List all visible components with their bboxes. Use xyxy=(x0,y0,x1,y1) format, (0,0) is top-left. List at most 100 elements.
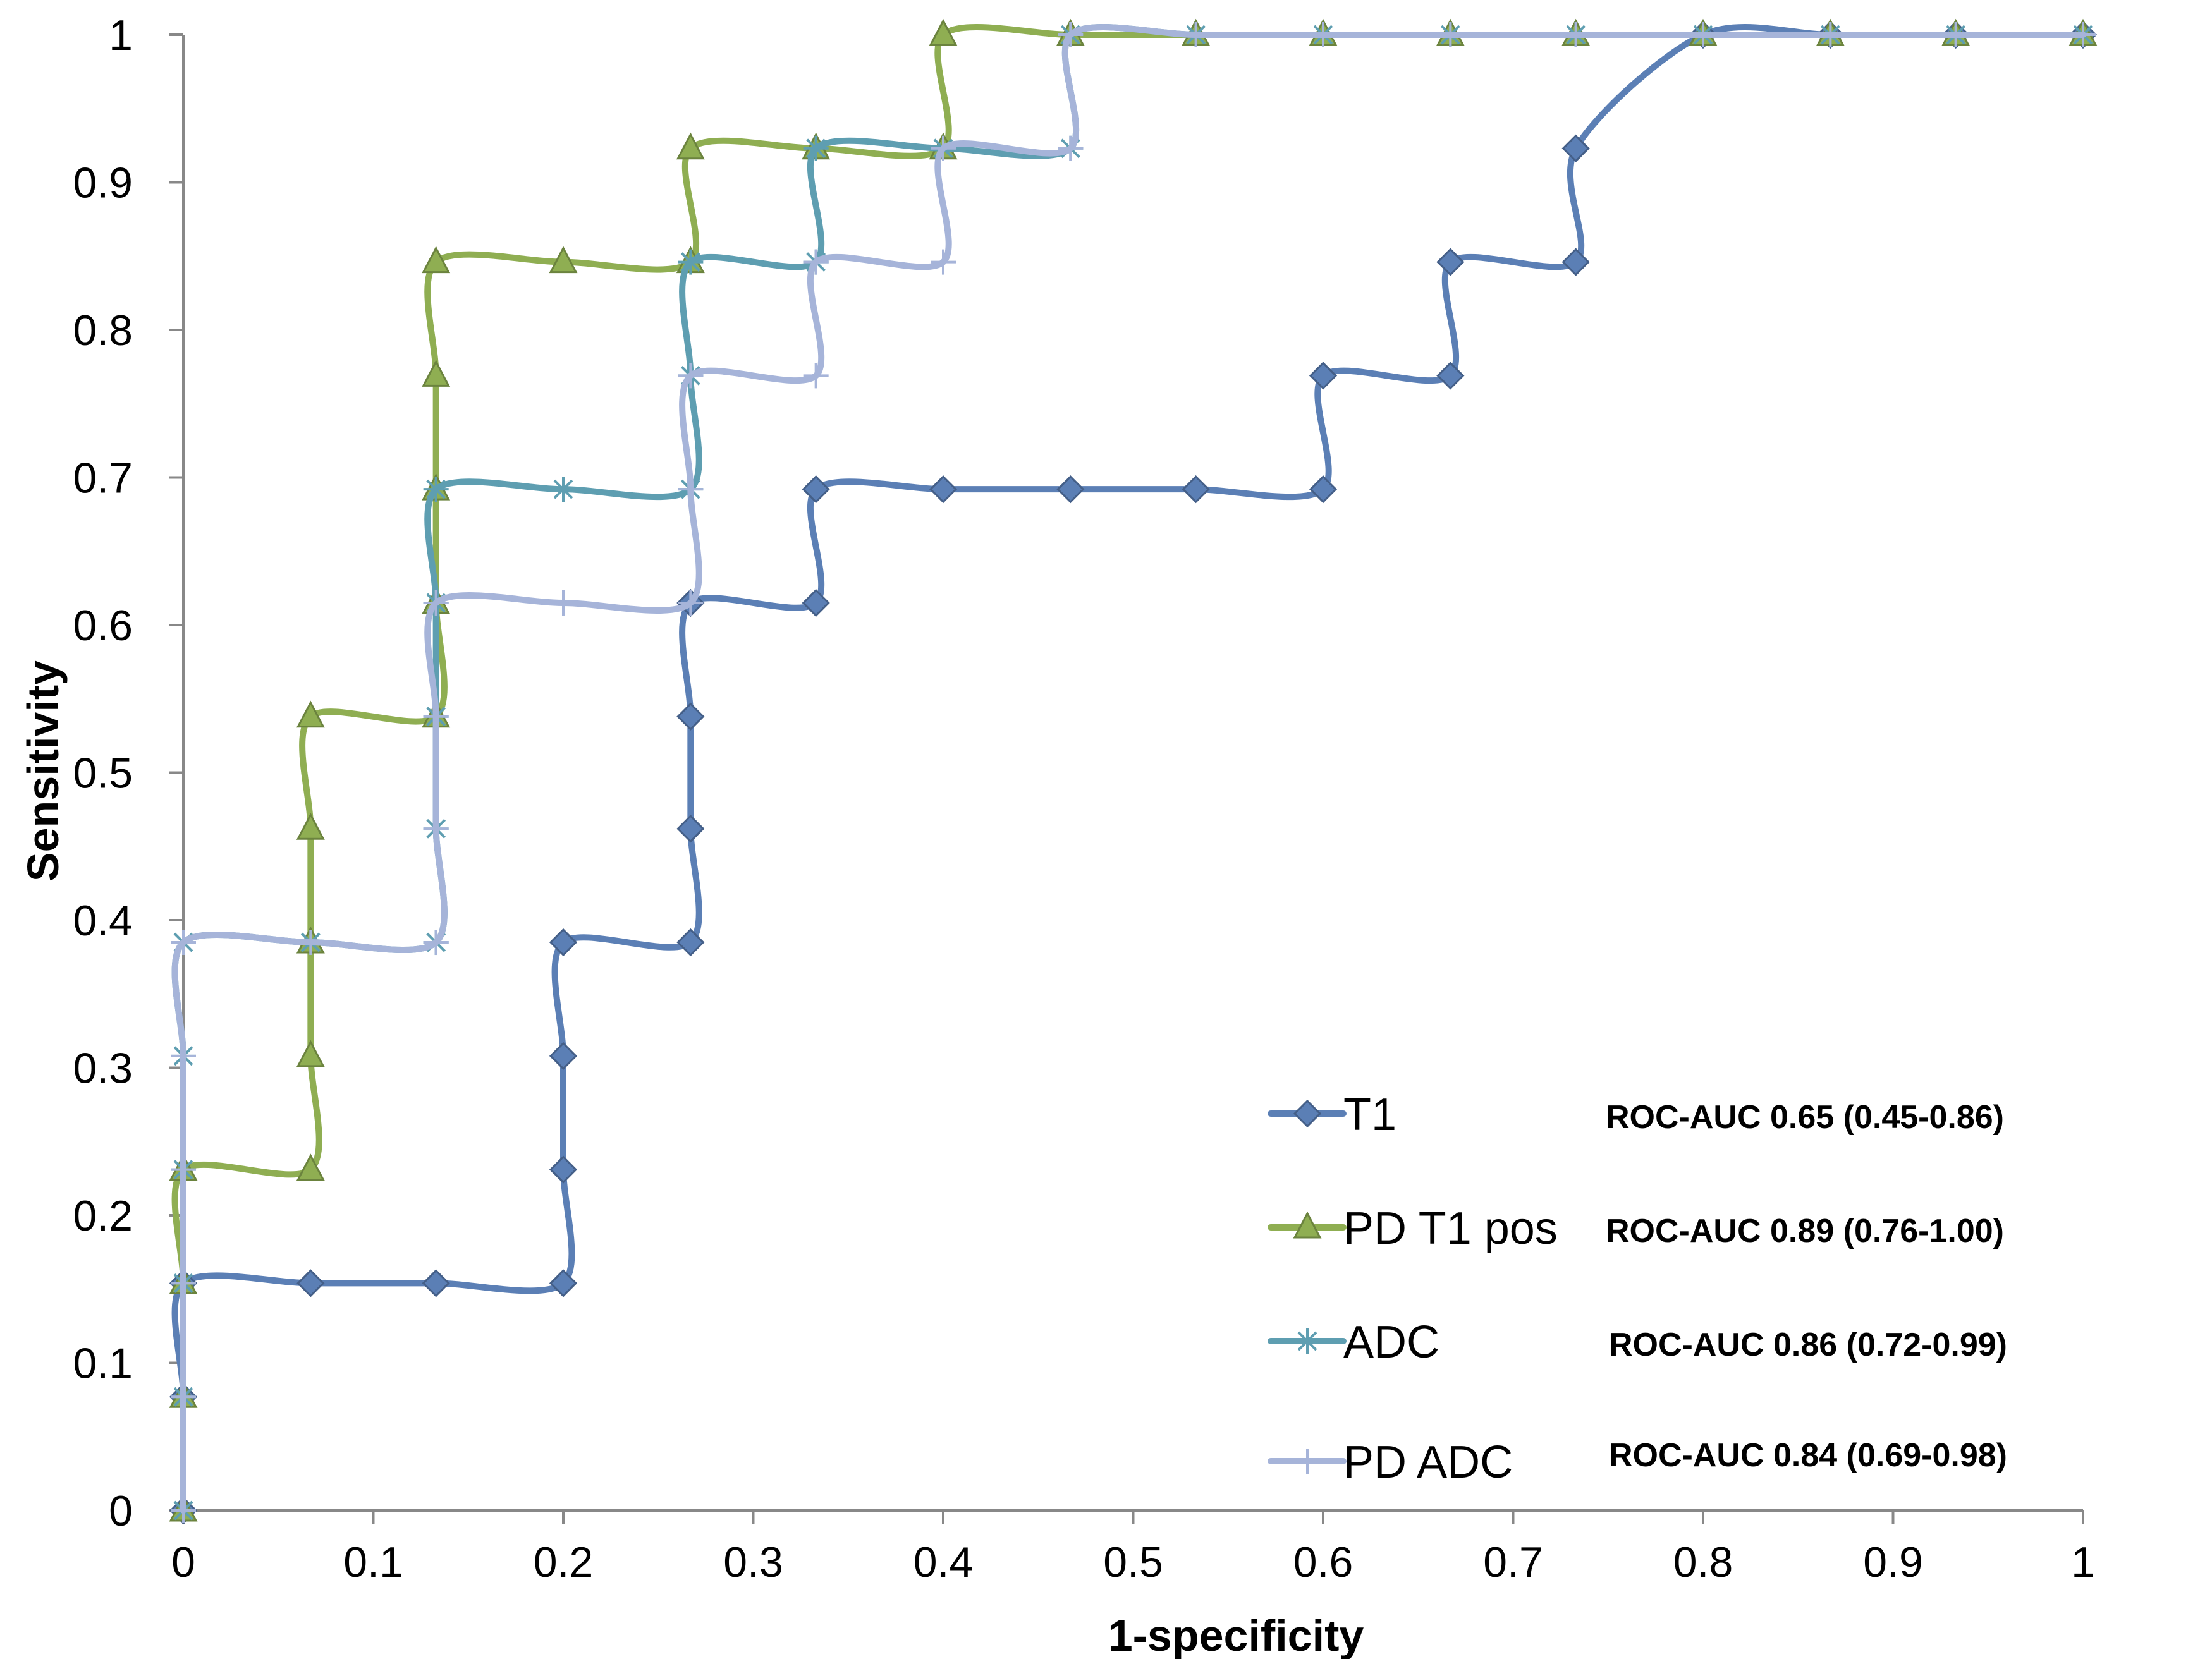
legend-label: ADC xyxy=(1343,1317,1439,1368)
triangle-marker xyxy=(422,246,451,274)
plus-marker xyxy=(298,930,324,956)
series-pd-adc xyxy=(171,22,2096,1523)
plot-area xyxy=(169,18,2098,1525)
triangle-marker xyxy=(296,1153,325,1181)
plus-marker xyxy=(1818,22,1843,47)
asterisk-marker xyxy=(803,135,829,161)
diamond-marker xyxy=(929,475,958,504)
y-tick-label: 0.9 xyxy=(73,159,133,207)
diamond-marker xyxy=(549,1042,578,1070)
diamond-marker xyxy=(1436,248,1465,276)
diamond-marker xyxy=(1056,475,1085,504)
asterisk-marker xyxy=(1295,1328,1320,1354)
asterisk-marker xyxy=(551,477,576,502)
diamond-marker xyxy=(549,1269,578,1297)
diamond-marker xyxy=(1561,134,1590,162)
auc-label: ROC-AUC 0.86 (0.72-0.99) xyxy=(1609,1327,2007,1363)
plus-marker xyxy=(423,590,449,616)
diamond-marker xyxy=(549,928,578,957)
x-tick-label: 0.6 xyxy=(1293,1538,1353,1586)
diamond-marker xyxy=(802,475,830,504)
diamond-marker xyxy=(1309,475,1338,504)
plus-marker xyxy=(171,930,196,956)
x-axis-ticks: 0 0.1 0.2 0.3 0.4 0.5 0.6 0.7 0.8 0.9 1 xyxy=(171,1510,2095,1586)
triangle-marker xyxy=(422,360,451,387)
series-pd-t1-pos xyxy=(169,18,2098,1522)
plus-marker xyxy=(171,1043,196,1069)
x-tick-label: 0.9 xyxy=(1863,1538,1923,1586)
plus-marker xyxy=(423,930,449,956)
y-tick-label: 0.1 xyxy=(73,1340,133,1388)
x-tick-label: 0 xyxy=(171,1538,195,1586)
legend-item: PD ADC ROC-AUC 0.84 (0.69-0.98) xyxy=(1268,1437,2007,1488)
triangle-marker xyxy=(676,132,705,160)
plus-marker xyxy=(1058,135,1084,161)
triangle-marker xyxy=(296,1040,325,1067)
diamond-marker xyxy=(676,928,705,957)
plus-marker xyxy=(1311,22,1336,47)
auc-label: ROC-AUC 0.65 (0.45-0.86) xyxy=(1606,1099,2004,1136)
diamond-marker xyxy=(1309,362,1338,390)
legend-item: ADC ROC-AUC 0.86 (0.72-0.99) xyxy=(1268,1317,2007,1368)
asterisk-stroke xyxy=(426,479,446,499)
diamond-marker xyxy=(676,702,705,731)
triangle-marker xyxy=(1293,1211,1322,1239)
diamond-marker xyxy=(1561,248,1590,276)
x-tick-label: 1 xyxy=(2071,1538,2095,1586)
series-line xyxy=(171,24,2086,1514)
x-tick-label: 0.4 xyxy=(914,1538,974,1586)
legend-label: PD T1 pos xyxy=(1343,1203,1558,1254)
y-tick-label: 0.6 xyxy=(73,602,133,650)
diamond-marker xyxy=(549,1155,578,1184)
plus-marker xyxy=(1690,22,1716,47)
diamond-marker xyxy=(296,1269,325,1297)
plus-marker xyxy=(171,1270,196,1296)
x-axis-title: 1-specificity xyxy=(1108,1611,1364,1659)
y-tick-label: 0.2 xyxy=(73,1192,133,1240)
asterisk-stroke xyxy=(680,252,700,272)
asterisk-marker xyxy=(678,249,704,275)
plus-marker xyxy=(423,703,449,729)
x-tick-label: 0.1 xyxy=(343,1538,403,1586)
series-t1 xyxy=(169,20,2098,1525)
series-line xyxy=(171,24,2086,1514)
x-tick-label: 0.7 xyxy=(1483,1538,1543,1586)
plus-marker xyxy=(551,590,576,616)
plus-marker xyxy=(678,363,704,389)
y-axis-ticks: 0 0.1 0.2 0.3 0.4 0.5 0.6 0.7 0.8 0.9 1 xyxy=(73,11,183,1535)
plus-marker xyxy=(1295,1449,1320,1474)
legend: T1 ROC-AUC 0.65 (0.45-0.86) PD T1 pos ROC-A… xyxy=(1268,1090,2007,1488)
legend-item: T1 ROC-AUC 0.65 (0.45-0.86) xyxy=(1268,1090,2004,1140)
plus-marker xyxy=(1183,22,1209,47)
diamond-marker xyxy=(1436,362,1465,390)
asterisk-stroke xyxy=(553,479,573,499)
plus-marker xyxy=(171,1384,196,1410)
plus-marker xyxy=(1058,22,1084,47)
triangle-marker xyxy=(296,700,325,728)
plus-marker xyxy=(423,816,449,842)
x-tick-label: 0.3 xyxy=(723,1538,783,1586)
y-tick-label: 0.7 xyxy=(73,454,133,502)
plus-marker xyxy=(678,477,704,502)
y-tick-label: 0.3 xyxy=(73,1045,133,1093)
plus-marker xyxy=(1943,22,1969,47)
plus-marker xyxy=(2070,22,2096,47)
x-tick-label: 0.2 xyxy=(534,1538,594,1586)
auc-label: ROC-AUC 0.89 (0.76-1.00) xyxy=(1606,1213,2004,1249)
legend-label: T1 xyxy=(1343,1090,1396,1140)
y-tick-label: 1 xyxy=(109,11,133,59)
plus-marker xyxy=(931,135,956,161)
plus-marker xyxy=(171,1157,196,1182)
plus-marker xyxy=(1438,22,1463,47)
series-adc xyxy=(171,22,2096,1523)
diamond-marker xyxy=(676,815,705,843)
y-tick-label: 0.4 xyxy=(73,897,133,945)
plus-marker xyxy=(931,249,956,275)
y-tick-label: 0 xyxy=(109,1487,133,1535)
diamond-marker xyxy=(1293,1099,1322,1128)
y-tick-label: 0.8 xyxy=(73,307,133,355)
diamond-marker xyxy=(422,1269,450,1297)
auc-label: ROC-AUC 0.84 (0.69-0.98) xyxy=(1609,1437,2007,1474)
diamond-marker xyxy=(1182,475,1210,504)
